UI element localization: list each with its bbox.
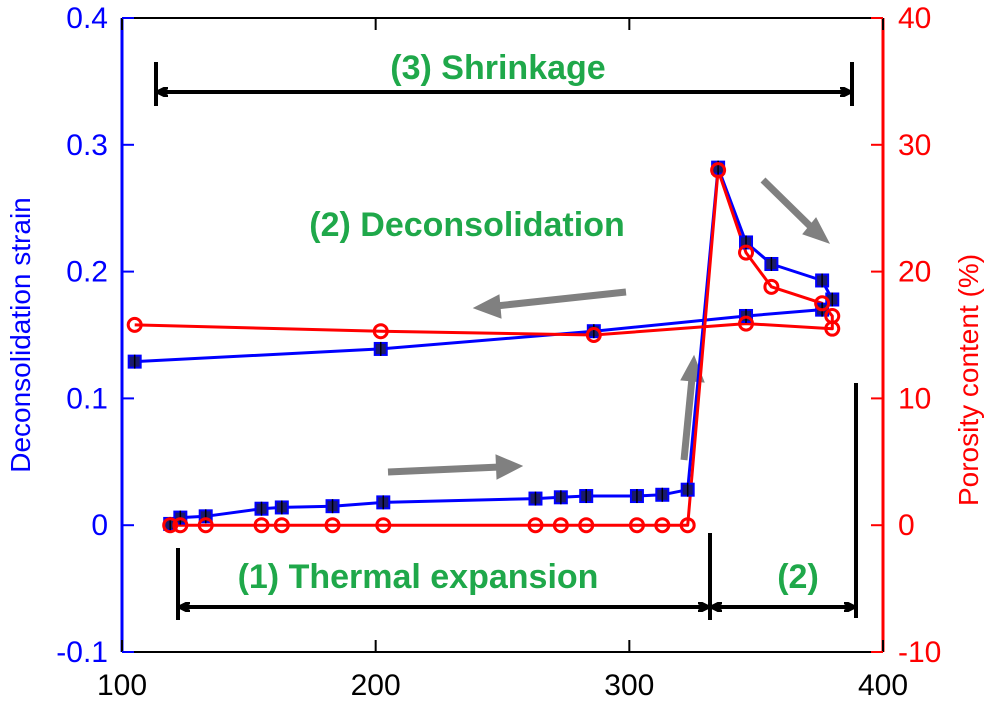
strain-data-point xyxy=(579,489,594,504)
x-tick-label: 300 xyxy=(604,669,654,702)
annotation-deconsolidation: (2) Deconsolidation xyxy=(309,206,624,244)
gray-arrow-left xyxy=(472,288,627,319)
y-right-tick-label: 30 xyxy=(898,129,931,162)
strain-data-point xyxy=(815,273,830,288)
strain-data-point xyxy=(373,341,388,356)
annotation-stage2: (2) xyxy=(777,558,819,596)
strain-data-point xyxy=(629,489,644,504)
y-right-tick-label: 0 xyxy=(898,509,915,542)
strain-data-point xyxy=(274,500,289,515)
porosity-data-point xyxy=(375,517,392,534)
porosity-data-point xyxy=(372,323,389,340)
x-tick-label: 200 xyxy=(351,669,401,702)
porosity-data-point xyxy=(324,517,341,534)
porosity-data-point xyxy=(763,278,780,295)
stage-arrows xyxy=(154,62,858,620)
tick-labels: 100 200 300 400 -0.1 0 0.1 0.2 0.3 0.4 -10 0 10 20 30 4… xyxy=(56,2,941,702)
y-right-tick-label: -10 xyxy=(898,636,941,669)
strain-data-point xyxy=(376,495,391,510)
y-right-tick-label: 10 xyxy=(898,382,931,415)
y-right-tick-label: 20 xyxy=(898,256,931,289)
porosity-data-point xyxy=(585,327,602,343)
strain-data-point xyxy=(127,354,142,369)
porosity-data-point xyxy=(197,517,214,534)
y-left-tick-label: 0.2 xyxy=(66,256,108,289)
porosity-data-point xyxy=(710,162,727,179)
y-right-axis-label: Porosity content (%) xyxy=(953,254,984,506)
porosity-data-point xyxy=(527,517,544,534)
porosity-data-point xyxy=(126,316,143,333)
porosity-data-point xyxy=(172,517,189,534)
strain-data-point xyxy=(254,501,269,516)
strain-data-point xyxy=(528,491,543,506)
strain-data-point xyxy=(553,490,568,505)
porosity-data-point xyxy=(552,517,569,534)
porosity-data-point xyxy=(578,517,595,534)
porosity-data-point xyxy=(654,517,671,534)
y-left-tick-label: 0.1 xyxy=(66,382,108,415)
strain-data-point xyxy=(655,487,670,502)
porosity-data-point xyxy=(679,517,696,534)
strain-data-point xyxy=(764,256,779,271)
y-left-tick-label: 0 xyxy=(91,509,108,542)
porosity-data-point xyxy=(273,517,290,534)
porosity-data-point xyxy=(253,517,270,534)
annotation-thermal-expansion: (1) Thermal expansion xyxy=(238,558,599,596)
porosity-data-point xyxy=(814,295,831,312)
porosity-data-point xyxy=(162,517,179,534)
porosity-data-point xyxy=(628,517,645,534)
y-right-tick-label: 40 xyxy=(898,2,931,35)
strain-data-point xyxy=(325,499,340,514)
annotation-shrinkage: (3) Shrinkage xyxy=(390,49,605,87)
y-left-tick-label: 0.4 xyxy=(66,2,108,35)
x-tick-label: 100 xyxy=(97,669,147,702)
porosity-data-point xyxy=(738,315,755,332)
axis-ticks xyxy=(121,17,884,653)
gray-arrow-down-right xyxy=(760,177,831,244)
x-tick-label: 400 xyxy=(858,669,908,702)
porosity-data-point xyxy=(824,320,841,337)
strain-data-point xyxy=(680,482,695,497)
y-left-tick-label: -0.1 xyxy=(56,636,108,669)
gray-arrow-right xyxy=(387,454,524,480)
series-markers xyxy=(126,160,841,534)
axes-frame xyxy=(120,17,885,653)
y-left-tick-label: 0.3 xyxy=(66,129,108,162)
y-left-axis-label: Deconsolidation strain xyxy=(5,197,36,473)
porosity-data-point xyxy=(738,244,755,261)
